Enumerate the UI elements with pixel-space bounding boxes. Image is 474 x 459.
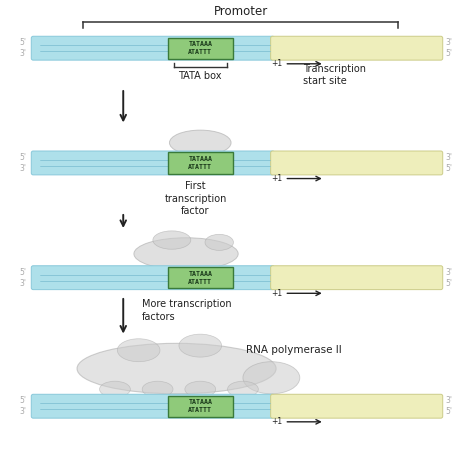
- Text: +1: +1: [271, 417, 282, 426]
- Ellipse shape: [205, 234, 233, 250]
- Text: ATATTT: ATATTT: [188, 279, 212, 285]
- Ellipse shape: [243, 362, 300, 394]
- Text: Promoter: Promoter: [213, 6, 268, 18]
- Text: 5': 5': [19, 38, 26, 47]
- Text: +1: +1: [271, 174, 282, 183]
- Text: TATAAA: TATAAA: [188, 156, 212, 162]
- Ellipse shape: [179, 334, 221, 357]
- FancyBboxPatch shape: [168, 152, 233, 174]
- FancyBboxPatch shape: [271, 394, 443, 418]
- FancyBboxPatch shape: [31, 151, 274, 175]
- Ellipse shape: [134, 238, 238, 270]
- FancyBboxPatch shape: [31, 394, 274, 418]
- Ellipse shape: [142, 381, 173, 397]
- Text: 3': 3': [446, 268, 453, 277]
- Text: TATAAA: TATAAA: [188, 41, 212, 47]
- Text: 3': 3': [19, 49, 26, 58]
- FancyBboxPatch shape: [168, 267, 233, 288]
- FancyBboxPatch shape: [271, 266, 443, 290]
- Text: RNA polymerase II: RNA polymerase II: [246, 345, 342, 355]
- Text: Transcription
start site: Transcription start site: [303, 64, 366, 86]
- Text: 5': 5': [19, 268, 26, 277]
- Text: ATATTT: ATATTT: [188, 164, 212, 170]
- Text: 5': 5': [19, 396, 26, 405]
- Ellipse shape: [153, 231, 191, 249]
- Text: 3': 3': [19, 407, 26, 416]
- Text: ATATTT: ATATTT: [188, 49, 212, 55]
- Text: 3': 3': [446, 38, 453, 47]
- Text: More transcription
factors: More transcription factors: [142, 299, 232, 322]
- Text: TATAAA: TATAAA: [188, 399, 212, 405]
- Text: 3': 3': [19, 279, 26, 288]
- FancyBboxPatch shape: [168, 38, 233, 59]
- Text: TATAAA: TATAAA: [188, 271, 212, 277]
- Ellipse shape: [100, 381, 130, 397]
- Text: 5': 5': [446, 164, 453, 173]
- Ellipse shape: [228, 381, 258, 397]
- Text: 3': 3': [446, 396, 453, 405]
- Text: 5': 5': [446, 407, 453, 416]
- Ellipse shape: [169, 130, 231, 155]
- Text: ATATTT: ATATTT: [188, 407, 212, 413]
- Text: 5': 5': [19, 153, 26, 162]
- Ellipse shape: [77, 343, 276, 394]
- Text: 5': 5': [446, 49, 453, 58]
- FancyBboxPatch shape: [31, 266, 274, 290]
- FancyBboxPatch shape: [168, 396, 233, 417]
- Text: 3': 3': [446, 153, 453, 162]
- Text: First
transcription
factor: First transcription factor: [164, 181, 227, 216]
- FancyBboxPatch shape: [31, 36, 274, 60]
- Text: TATA box: TATA box: [179, 71, 222, 81]
- Ellipse shape: [185, 381, 216, 397]
- Ellipse shape: [117, 339, 160, 362]
- Text: 5': 5': [446, 279, 453, 288]
- FancyBboxPatch shape: [271, 36, 443, 60]
- Text: +1: +1: [271, 289, 282, 298]
- Text: +1: +1: [271, 59, 282, 68]
- Text: 3': 3': [19, 164, 26, 173]
- FancyBboxPatch shape: [271, 151, 443, 175]
